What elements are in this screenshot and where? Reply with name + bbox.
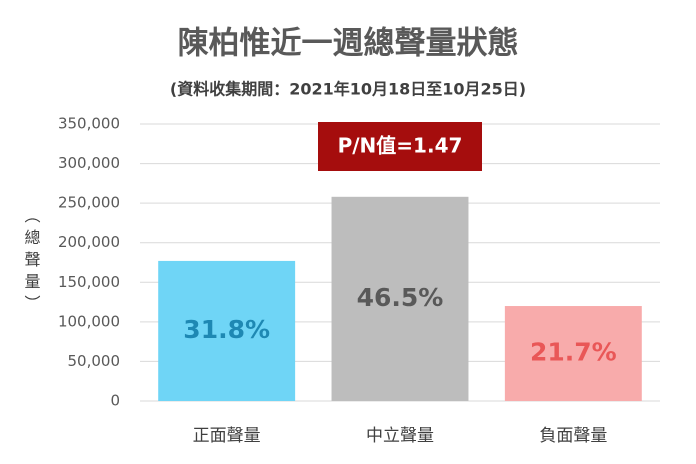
bar — [504, 306, 642, 401]
annotation-box — [318, 122, 482, 171]
x-tick-label: 中立聲量 — [366, 426, 434, 446]
percentage-label: 21.7% — [530, 338, 617, 367]
y-tick-label: 50,000 — [68, 352, 121, 370]
y-tick-label: 250,000 — [58, 194, 120, 212]
y-tick-label: 150,000 — [58, 273, 120, 291]
y-axis-label: （總聲量） — [22, 207, 41, 317]
y-tick-label: 300,000 — [58, 154, 120, 172]
bar — [158, 260, 296, 401]
bar — [331, 196, 469, 401]
annotation: P/N值=1.47 — [338, 134, 463, 158]
y-tick-label: 100,000 — [58, 312, 120, 330]
percentage-label: 46.5% — [357, 283, 444, 312]
chart-title: 陳柏惟近一週總聲量狀態 — [178, 26, 519, 62]
y-tick-label: 350,000 — [58, 115, 120, 133]
x-tick-label: 負面聲量 — [539, 426, 607, 446]
y-tick-label: 0 — [110, 392, 120, 410]
chart-subtitle: (資料收集期間：2021年10月18日至10月25日) — [170, 80, 526, 99]
x-tick-label: 正面聲量 — [193, 426, 261, 446]
percentage-label: 31.8% — [183, 315, 270, 344]
y-tick-label: 200,000 — [58, 233, 120, 251]
